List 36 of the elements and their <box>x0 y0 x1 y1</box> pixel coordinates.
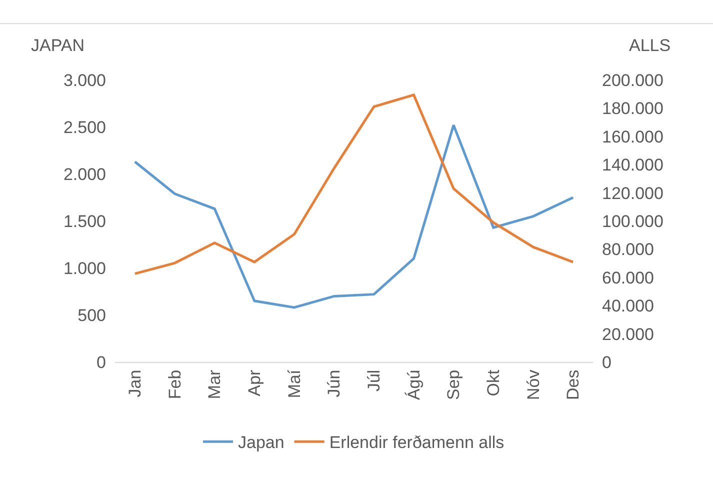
x-tick-label: Mar <box>205 369 224 400</box>
y-tick-label: 500 <box>78 306 106 325</box>
y-axis-title: JAPAN <box>31 36 85 55</box>
line-series <box>134 124 574 309</box>
x-tick-label: Ágú <box>404 370 424 400</box>
y2-tick-label: 160.000 <box>602 127 664 146</box>
y2-tick-label: 20.000 <box>602 324 654 344</box>
y2-tick-label: 140.000 <box>602 156 664 175</box>
y2-tick-label: 100.000 <box>602 212 664 231</box>
legend-label: Erlendir ferðamenn alls <box>329 433 504 452</box>
x-tick-label: Feb <box>165 370 184 400</box>
y2-tick-label: 180.000 <box>602 99 664 118</box>
y-tick-label: 3.000 <box>63 70 106 90</box>
y2-tick-label: 200.000 <box>602 70 664 90</box>
y2-tick-label: 0 <box>602 352 612 372</box>
y-tick-label: 2.500 <box>63 118 106 137</box>
y-tick-label: 2.000 <box>63 164 106 184</box>
y2-tick-label: 80.000 <box>602 240 654 260</box>
x-tick-label: Des <box>564 370 583 400</box>
y2-tick-label: 60.000 <box>602 268 654 288</box>
x-tick-label: Jan <box>125 370 144 398</box>
x-tick-label: Júl <box>364 370 384 392</box>
x-tick-label: Maí <box>284 370 304 398</box>
y-tick-label: 1.500 <box>63 212 106 231</box>
x-tick-label: Sep <box>444 370 464 400</box>
x-tick-label: Apr <box>244 369 264 396</box>
y-tick-label: 1.000 <box>63 258 106 278</box>
y-tick-label: 0 <box>96 352 106 372</box>
y2-tick-label: 120.000 <box>602 184 664 203</box>
x-tick-label: Nóv <box>524 369 543 400</box>
line-series <box>134 94 574 275</box>
y2-tick-label: 40.000 <box>602 296 654 316</box>
legend-label: Japan <box>238 433 284 452</box>
x-tick-label: Okt <box>484 370 503 396</box>
x-tick-label: Jún <box>324 370 344 398</box>
y2-axis-title: ALLS <box>629 36 671 55</box>
